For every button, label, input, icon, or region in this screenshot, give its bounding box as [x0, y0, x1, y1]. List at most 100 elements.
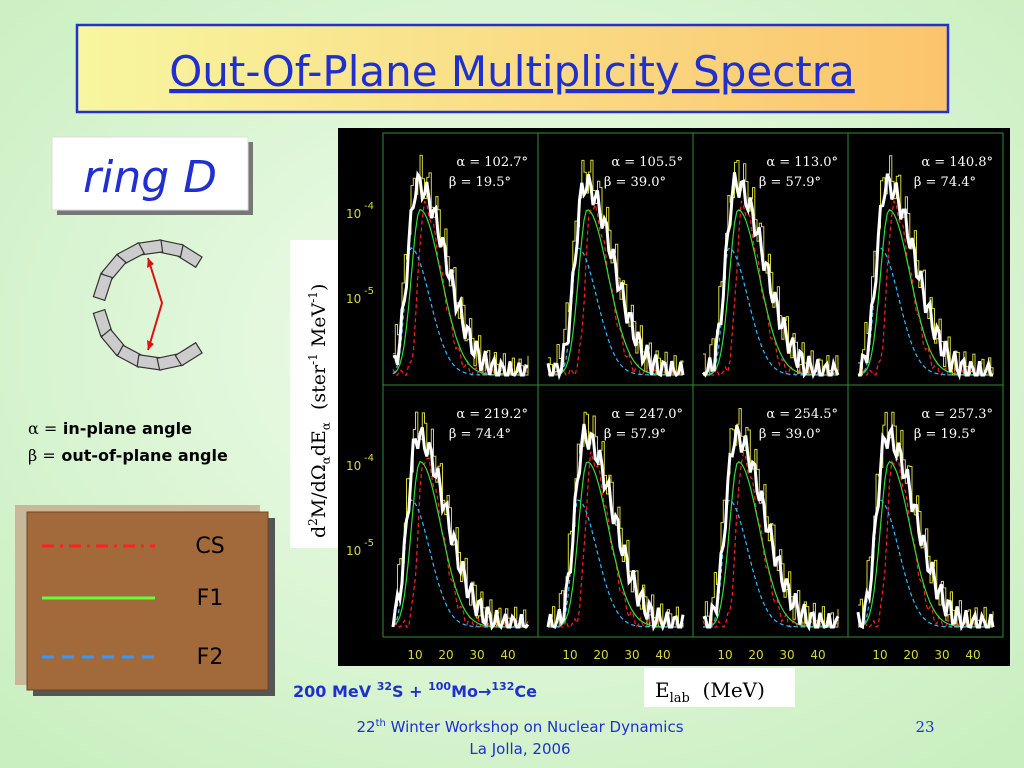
panel-alpha: α = 105.5° [611, 155, 683, 170]
y-label-part: (ster [308, 364, 330, 422]
x-label: Elab (MeV) [655, 678, 765, 706]
legend-label: CS [195, 534, 224, 559]
arrow-path [147, 257, 164, 351]
panel-beta: β = 57.9° [604, 427, 666, 442]
page-number: 23 [915, 718, 934, 736]
y-tick-base: 10 [346, 459, 361, 473]
reaction: 200 MeV 32S + 100Mo→132Ce [293, 680, 537, 701]
panel-alpha: α = 140.8° [921, 155, 993, 170]
panel-alpha: α = 257.3° [921, 407, 993, 422]
y-label-sup: -1 [306, 291, 320, 303]
x-tick-label: 30 [469, 648, 484, 662]
panel-alpha: α = 247.0° [611, 407, 683, 422]
legend-label: F1 [197, 586, 224, 611]
footer-sup: th [376, 718, 386, 729]
x-tick-label: 20 [593, 648, 608, 662]
total [701, 172, 840, 380]
definition-text: out-of-plane angle [61, 446, 228, 465]
panel-frame [847, 384, 1004, 638]
panel-beta: β = 39.0° [604, 175, 666, 190]
total [391, 426, 530, 631]
y-label-part: M/dΩ [308, 464, 330, 518]
reaction-part: 200 MeV [293, 682, 377, 701]
fit-f2 [392, 498, 528, 628]
ring-box [51, 136, 249, 211]
panel-beta: β = 19.5° [914, 427, 976, 442]
x-tick-label: 40 [810, 648, 825, 662]
x-tick-label: 10 [407, 648, 422, 662]
reaction-part: S + [392, 682, 428, 701]
x-tick-label: 10 [717, 648, 732, 662]
total [546, 423, 685, 632]
symbol: β = [28, 446, 56, 465]
detector-module [174, 341, 203, 367]
x-tick-label: 30 [624, 648, 639, 662]
title: Out-Of-Plane Multiplicity Spectra [169, 47, 855, 96]
fit-f2 [703, 247, 838, 376]
definition: α = in-plane angle [28, 419, 192, 438]
y-tick-base: 10 [346, 292, 361, 306]
y-label-sup: 2 [306, 518, 320, 526]
panel-beta: β = 19.5° [449, 175, 511, 190]
x-tick-label: 40 [965, 648, 980, 662]
x-label-part: E [655, 678, 670, 702]
total [546, 173, 685, 381]
ring-detector [92, 239, 203, 371]
arrow-head [147, 340, 154, 350]
panel-beta: β = 39.0° [759, 427, 821, 442]
y-label-sub: α [319, 422, 333, 430]
x-label-sub: lab [670, 691, 690, 706]
y-tick-exp: -5 [364, 538, 374, 549]
y-label-sub: α [319, 456, 333, 464]
y-label-part: d [308, 526, 330, 538]
reaction-sup: 132 [491, 680, 514, 693]
x-tick-label: 20 [748, 648, 763, 662]
total [858, 173, 993, 381]
symbol: α = [28, 419, 57, 438]
y-label: d2M/dΩαdEα (ster-1 MeV-1) [306, 284, 333, 538]
reaction-sup: 32 [377, 680, 392, 693]
reaction-part: Ce [514, 682, 537, 701]
panel-alpha: α = 113.0° [766, 155, 838, 170]
x-tick-label: 10 [872, 648, 887, 662]
plot-area [338, 128, 1010, 666]
x-tick-label: 40 [500, 648, 515, 662]
fit-cs [703, 200, 838, 376]
y-label-part: dE [308, 430, 330, 456]
y-tick-base: 10 [346, 544, 361, 558]
total [856, 423, 995, 632]
total [392, 170, 529, 377]
total [702, 424, 840, 632]
detector-module [92, 273, 113, 302]
footer-line2: La Jolla, 2006 [469, 740, 570, 758]
legend-label: F2 [197, 645, 224, 670]
y-label-box [290, 240, 338, 548]
reaction-sup: 100 [428, 680, 451, 693]
arrow-head [147, 258, 154, 268]
reaction-arrow: → [478, 682, 491, 701]
panel-beta: β = 74.4° [914, 175, 976, 190]
x-tick-label: 30 [934, 648, 949, 662]
footer-part: Winter Workshop on Nuclear Dynamics [386, 718, 684, 736]
legend-box [26, 511, 269, 691]
x-label-box [644, 668, 795, 707]
y-tick-exp: -4 [364, 201, 374, 212]
x-tick-label: 20 [903, 648, 918, 662]
title-box [75, 23, 950, 114]
footer-line1: 22th Winter Workshop on Nuclear Dynamics [356, 718, 683, 736]
fit-cs [547, 202, 684, 377]
y-label-part: MeV [308, 302, 330, 353]
x-tick-label: 40 [655, 648, 670, 662]
y-tick-base: 10 [346, 207, 361, 221]
fit-cs [392, 457, 529, 628]
x-tick-label: 30 [779, 648, 794, 662]
definition-text: in-plane angle [63, 419, 192, 438]
footer-part: 22 [356, 718, 375, 736]
panel-beta: β = 57.9° [759, 175, 821, 190]
definition: β = out-of-plane angle [28, 446, 228, 465]
y-tick-exp: -5 [364, 286, 374, 297]
panel-beta: β = 74.4° [449, 427, 511, 442]
panels: α = 102.7°β = 19.5°10-410-5α = 105.5°β =… [346, 132, 1004, 662]
